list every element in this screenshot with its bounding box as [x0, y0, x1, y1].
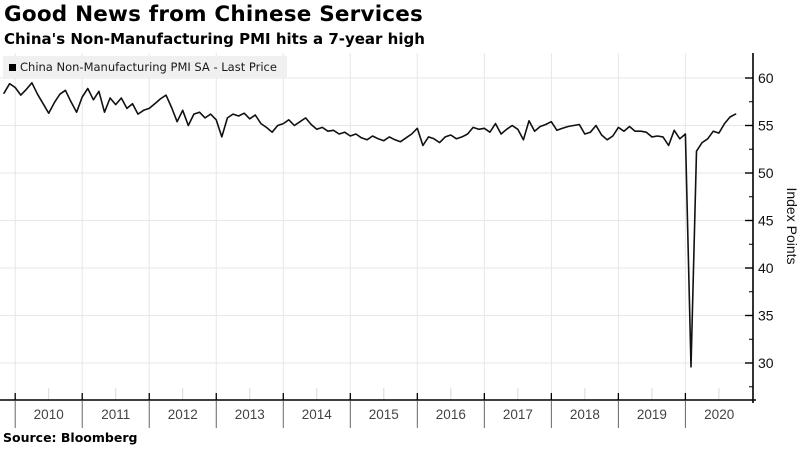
x-year-label: 2018	[570, 407, 600, 422]
x-year-label: 2019	[637, 407, 667, 422]
x-year-label: 2020	[704, 407, 734, 422]
y-tick-label: 35	[758, 308, 774, 324]
x-year-label: 2010	[34, 407, 64, 422]
y-tick-label: 50	[758, 165, 774, 181]
x-year-label: 2014	[302, 407, 333, 422]
x-year-label: 2015	[369, 407, 399, 422]
chart-subtitle: China's Non-Manufacturing PMI hits a 7-y…	[4, 30, 425, 48]
y-axis-title: Index Points	[784, 187, 800, 264]
y-tick-label: 60	[758, 70, 774, 86]
x-year-label: 2011	[101, 407, 130, 422]
legend-label: China Non-Manufacturing PMI SA - Last Pr…	[20, 60, 277, 74]
legend-marker-icon	[9, 63, 16, 71]
x-year-label: 2017	[503, 407, 533, 422]
x-year-label: 2016	[436, 407, 466, 422]
chart-title: Good News from Chinese Services	[4, 2, 423, 27]
legend: China Non-Manufacturing PMI SA - Last Pr…	[3, 56, 287, 78]
y-tick-label: 45	[758, 213, 774, 229]
y-tick-label: 30	[758, 355, 774, 371]
pmi-line-series	[3, 82, 737, 368]
y-tick-label: 40	[758, 260, 774, 276]
y-tick-label: 55	[758, 118, 774, 134]
x-year-label: 2013	[235, 407, 265, 422]
source-credit: Source: Bloomberg	[3, 430, 138, 445]
x-year-label: 2012	[168, 407, 198, 422]
